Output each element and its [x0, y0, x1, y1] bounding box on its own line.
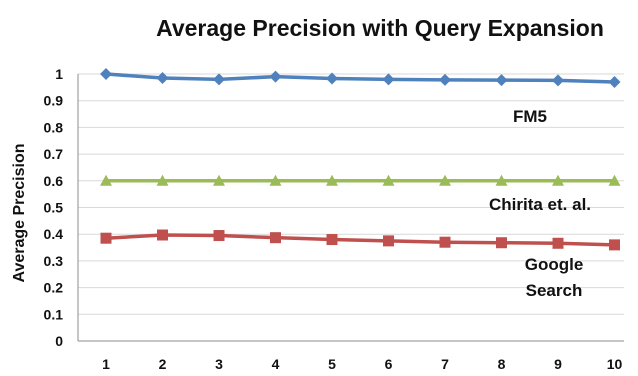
y-axis-ticks: 0 0.1 0.2 0.3 0.4 0.5 0.6 0.7 0.8 0.9 1	[44, 66, 64, 349]
y-tick-label: 0.2	[44, 280, 64, 296]
data-point	[609, 239, 620, 251]
data-point	[439, 174, 451, 186]
series-label: Search	[526, 281, 583, 300]
data-point	[326, 174, 338, 186]
series-line	[105, 72, 615, 84]
data-point	[100, 68, 112, 80]
series-label: Google	[525, 255, 584, 274]
series	[100, 68, 621, 89]
data-point	[552, 74, 564, 87]
data-point	[439, 73, 451, 86]
data-point	[100, 174, 112, 186]
data-point	[269, 70, 282, 83]
x-tick-label: 4	[272, 356, 280, 372]
y-tick-label: 0.9	[44, 93, 64, 109]
data-point	[270, 232, 281, 244]
x-axis-ticks: 1 2 3 4 5 6 7 8 9 10	[102, 356, 622, 372]
data-point	[326, 234, 338, 246]
series	[100, 174, 621, 186]
y-tick-label: 1	[55, 66, 63, 82]
data-point	[269, 174, 282, 186]
data-point	[608, 76, 621, 89]
series-labels: FM5 Chirita et. al. Google Search	[489, 107, 591, 300]
series-line	[105, 233, 615, 247]
data-point	[156, 72, 169, 85]
plot-area	[100, 68, 621, 251]
x-tick-label: 1	[102, 356, 110, 372]
data-point	[552, 174, 564, 186]
x-tick-label: 9	[554, 356, 562, 372]
y-axis-label: Average Precision	[11, 143, 28, 282]
y-tick-label: 0.7	[44, 146, 64, 162]
data-point	[382, 73, 395, 86]
data-point	[213, 230, 225, 242]
data-point	[326, 72, 338, 85]
data-point	[382, 174, 395, 186]
data-point	[496, 237, 507, 249]
data-point	[383, 235, 394, 247]
data-point	[213, 174, 225, 186]
data-point	[439, 236, 451, 248]
x-tick-label: 7	[441, 356, 449, 372]
chart-title: Average Precision with Query Expansion	[156, 15, 604, 41]
y-tick-label: 0.1	[44, 306, 64, 322]
x-tick-label: 10	[607, 356, 623, 372]
data-point	[156, 174, 169, 186]
x-tick-label: 2	[159, 356, 167, 372]
x-tick-label: 8	[498, 356, 506, 372]
data-point	[495, 174, 508, 186]
data-point	[213, 73, 225, 86]
y-tick-label: 0.4	[44, 226, 64, 242]
x-tick-label: 3	[215, 356, 223, 372]
y-tick-label: 0.6	[44, 173, 64, 189]
data-point	[608, 174, 621, 186]
data-point	[100, 232, 112, 244]
series-label: Chirita et. al.	[489, 195, 591, 214]
gridlines	[77, 73, 624, 342]
y-tick-label: 0.3	[44, 253, 64, 269]
y-tick-label: 0.5	[44, 200, 64, 216]
data-point	[157, 229, 168, 241]
data-point	[552, 237, 564, 249]
y-tick-label: 0.8	[44, 119, 64, 135]
series	[100, 229, 620, 251]
x-tick-label: 6	[385, 356, 393, 372]
series-label: FM5	[513, 107, 547, 126]
x-tick-label: 5	[328, 356, 336, 372]
data-point	[495, 74, 508, 87]
y-tick-label: 0	[55, 333, 63, 349]
